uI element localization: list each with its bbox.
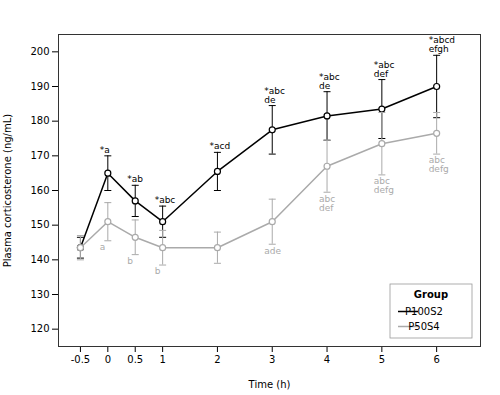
svg-text:150: 150 (30, 219, 49, 230)
svg-text:170: 170 (30, 150, 49, 161)
svg-text:ade: ade (264, 246, 281, 256)
svg-text:b: b (127, 256, 133, 266)
svg-text:b: b (155, 266, 161, 276)
svg-text:a: a (100, 242, 106, 252)
svg-text:160: 160 (30, 185, 49, 196)
svg-text:2: 2 (214, 354, 220, 365)
svg-text:190: 190 (30, 81, 49, 92)
svg-text:Plasma corticosterone (ng/mL): Plasma corticosterone (ng/mL) (2, 114, 13, 267)
svg-text:*abcde: *abcde (264, 86, 285, 105)
svg-text:P50S4: P50S4 (408, 321, 439, 332)
svg-text:3: 3 (269, 354, 275, 365)
svg-text:-0.5: -0.5 (71, 354, 91, 365)
svg-text:*abcdefgh: *abcdefgh (429, 35, 455, 54)
svg-text:0.5: 0.5 (127, 354, 143, 365)
svg-text:180: 180 (30, 115, 49, 126)
svg-text:abcdefg: abcdefg (374, 176, 394, 195)
svg-text:P100S2: P100S2 (405, 306, 443, 317)
svg-text:120: 120 (30, 323, 49, 334)
svg-text:1: 1 (159, 354, 165, 365)
svg-text:130: 130 (30, 289, 49, 300)
svg-text:*a: *a (100, 145, 110, 155)
svg-text:*ab: *ab (127, 174, 143, 184)
svg-text:6: 6 (433, 354, 439, 365)
svg-text:abcdefg: abcdefg (429, 155, 449, 174)
svg-text:200: 200 (30, 46, 49, 57)
svg-text:5: 5 (379, 354, 385, 365)
svg-text:4: 4 (324, 354, 330, 365)
svg-text:Group: Group (414, 289, 448, 300)
svg-text:0: 0 (105, 354, 111, 365)
svg-text:140: 140 (30, 254, 49, 265)
svg-text:*abc: *abc (155, 195, 176, 205)
svg-text:*abcde: *abcde (319, 72, 340, 91)
svg-text:Time (h): Time (h) (248, 379, 291, 390)
svg-text:abcdef: abcdef (319, 194, 335, 213)
svg-text:*acd: *acd (209, 141, 230, 151)
svg-text:*abcdef: *abcdef (374, 60, 395, 79)
